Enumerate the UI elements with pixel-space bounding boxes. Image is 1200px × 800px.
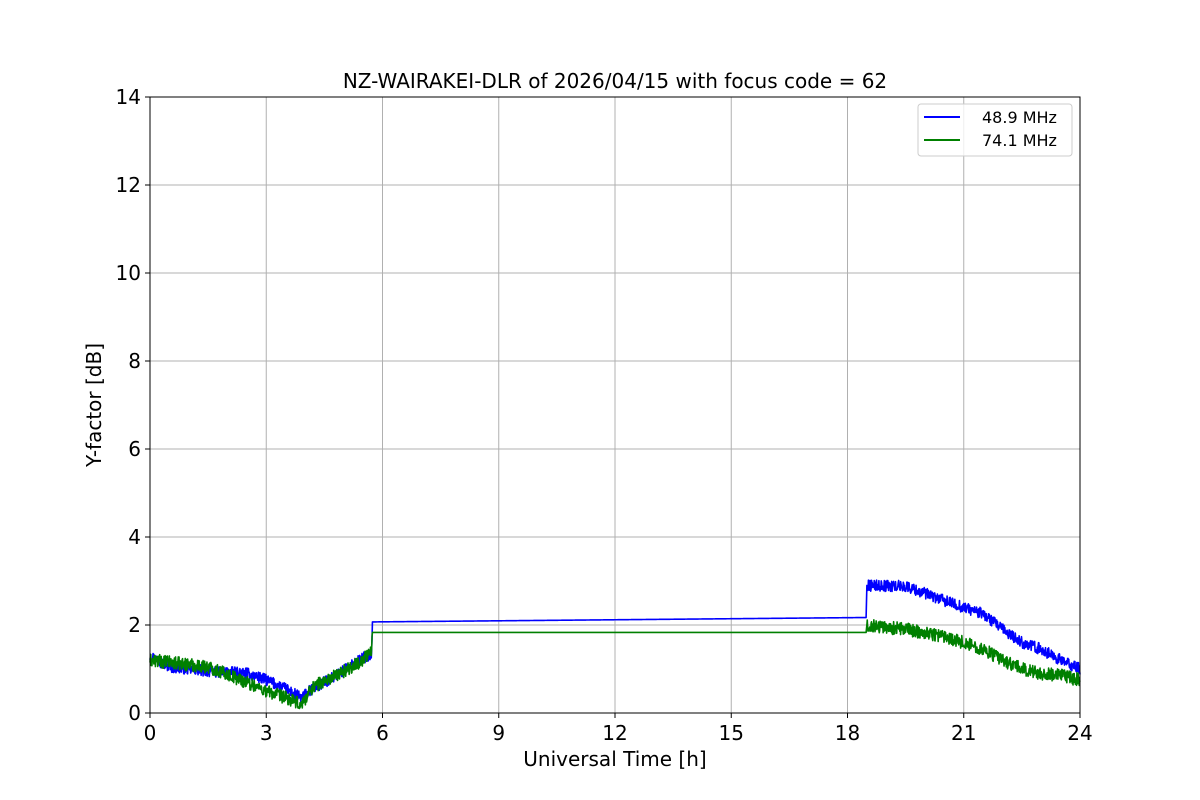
x-axis-label: Universal Time [h] [523, 747, 706, 771]
y-tick-label: 6 [128, 437, 141, 461]
legend: 48.9 MHz 74.1 MHz [917, 103, 1073, 157]
x-tick-label: 18 [835, 721, 860, 745]
series-line-74-1-mhz [149, 618, 1081, 710]
y-tick-label: 10 [116, 261, 141, 285]
x-tick-label: 12 [602, 721, 627, 745]
y-tick-label: 4 [128, 525, 141, 549]
x-tick-label: 0 [144, 721, 157, 745]
y-tick-label: 14 [116, 85, 141, 109]
y-tick-label: 8 [128, 349, 141, 373]
y-tick-label: 12 [116, 173, 141, 197]
chart-title: NZ-WAIRAKEI-DLR of 2026/04/15 with focus… [343, 69, 887, 93]
y-axis-label: Y-factor [dB] [82, 343, 106, 468]
y-tick-label: 0 [128, 701, 141, 725]
x-tick-label: 15 [719, 721, 744, 745]
series-layer [149, 579, 1081, 710]
x-tick-label: 3 [260, 721, 273, 745]
series-line-48-9-mhz [149, 579, 1081, 703]
y-tick-label: 2 [128, 613, 141, 637]
x-tick-label: 6 [376, 721, 389, 745]
legend-label-48-9: 48.9 MHz [982, 108, 1057, 127]
x-tick-label: 21 [951, 721, 976, 745]
x-tick-label: 9 [492, 721, 505, 745]
legend-label-74-1: 74.1 MHz [982, 131, 1057, 150]
x-tick-label: 24 [1067, 721, 1092, 745]
